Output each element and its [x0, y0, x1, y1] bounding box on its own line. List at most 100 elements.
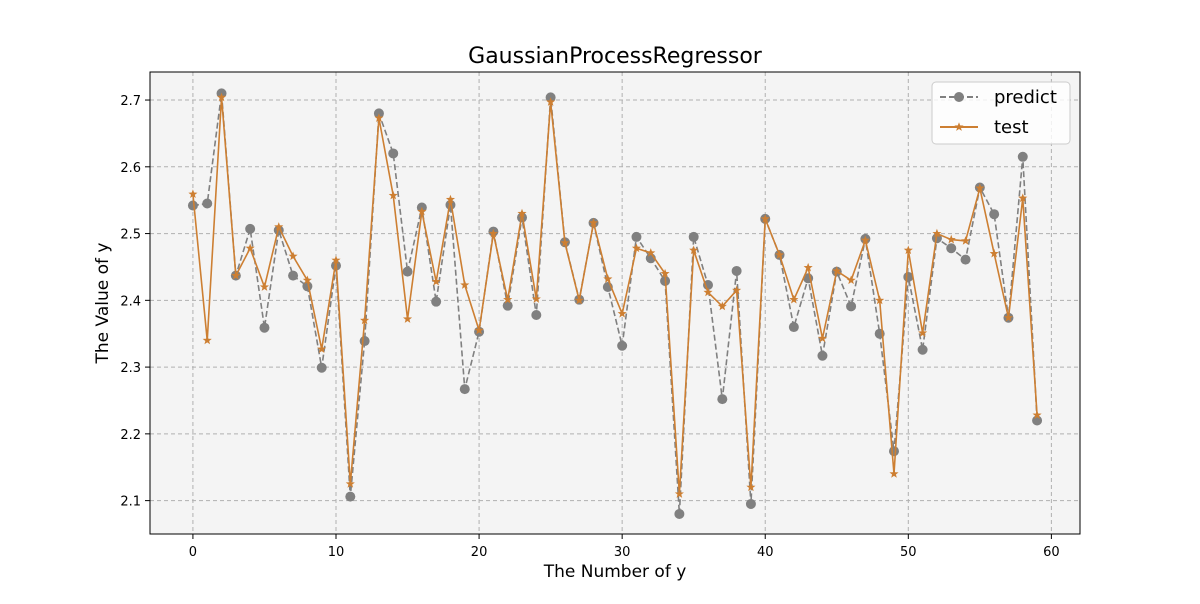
series-line-predict: [192, 92, 1038, 515]
data-point-predict: [960, 254, 971, 265]
chart-title: GaussianProcessRegressor: [468, 44, 763, 69]
data-point-test: [488, 228, 498, 238]
data-point-test: [231, 270, 241, 280]
data-point-predict: [946, 243, 957, 254]
data-point-test: [1018, 193, 1028, 203]
x-tick-label: 60: [1043, 545, 1060, 560]
y-axis-label: The Value of y: [93, 243, 113, 365]
data-point-predict: [259, 322, 270, 333]
y-tick-label: 2.3: [120, 361, 141, 376]
data-point-test: [760, 214, 770, 223]
data-point-test: [817, 333, 828, 343]
data-point-test: [302, 275, 312, 285]
data-point-predict: [674, 508, 685, 519]
data-point-test: [603, 274, 613, 283]
data-point-predict: [431, 296, 442, 307]
data-point-predict: [717, 394, 728, 405]
data-point-test: [660, 268, 670, 278]
data-point-predict: [788, 322, 799, 333]
data-point-predict: [316, 362, 327, 373]
data-point-test: [932, 228, 942, 238]
data-point-test: [846, 275, 856, 285]
data-point-test: [345, 479, 355, 488]
data-point-predict: [631, 231, 642, 242]
x-tick-label: 50: [900, 545, 917, 560]
data-point-test: [617, 308, 627, 318]
data-point-test: [646, 248, 656, 257]
data-point-predict: [531, 310, 542, 321]
data-point-predict: [187, 200, 198, 211]
data-point-test: [531, 294, 541, 303]
data-point-test: [574, 295, 584, 305]
legend: predict test: [931, 81, 1071, 145]
legend-predict-marker: [954, 92, 964, 102]
legend-predict-label: predict: [994, 87, 1057, 108]
data-point-test: [360, 315, 370, 325]
data-point-test: [259, 282, 270, 291]
plot-frame: [149, 71, 1081, 535]
y-tick-label: 2.7: [120, 94, 141, 109]
data-point-test: [331, 255, 341, 265]
data-point-test: [245, 243, 255, 253]
legend-test-marker: [954, 122, 964, 131]
data-point-predict: [703, 279, 713, 290]
data-point-test: [918, 328, 928, 337]
data-point-test: [503, 294, 513, 304]
data-point-test: [188, 189, 198, 199]
data-point-test: [903, 245, 913, 255]
x-tick-label: 0: [189, 545, 197, 560]
data-point-predict: [359, 336, 370, 347]
data-point-test: [746, 482, 756, 492]
data-point-test: [546, 97, 556, 106]
data-point-test: [517, 208, 527, 218]
x-tick-label: 20: [471, 545, 488, 560]
y-tick-label: 2.4: [120, 294, 141, 309]
data-point-predict: [402, 266, 413, 277]
data-point-test: [216, 92, 227, 102]
data-point-test: [732, 285, 742, 295]
data-point-test: [288, 251, 298, 261]
data-point-test: [460, 280, 470, 289]
x-tick-label: 40: [757, 545, 774, 560]
x-axis-label: The Number of y: [543, 562, 687, 582]
legend-test-label: test: [994, 117, 1029, 138]
x-tick-label: 30: [614, 545, 631, 560]
data-point-test: [402, 314, 413, 323]
data-point-test: [789, 294, 799, 304]
data-point-test: [202, 335, 212, 345]
data-point-predict: [731, 265, 742, 276]
data-point-predict: [502, 300, 513, 311]
data-point-test: [674, 489, 684, 498]
data-point-test: [631, 243, 642, 253]
data-point-test: [860, 235, 870, 245]
data-point-test: [975, 183, 985, 193]
data-point-predict: [617, 340, 628, 351]
series-line-test: [192, 96, 1038, 495]
series-test: [188, 92, 1042, 498]
data-point-test: [445, 194, 456, 204]
grid: [150, 72, 1080, 534]
x-tick-label: 10: [328, 545, 345, 560]
data-point-predict: [688, 231, 699, 242]
data-point-predict: [345, 491, 356, 502]
data-point-test: [832, 266, 842, 275]
data-point-predict: [1017, 151, 1028, 162]
data-point-test: [689, 245, 699, 255]
data-point-test: [274, 222, 284, 231]
data-point-predict: [388, 148, 399, 159]
data-point-test: [803, 262, 813, 272]
data-point-test: [774, 250, 785, 259]
y-tick-label: 2.6: [120, 161, 141, 176]
data-point-predict: [846, 301, 857, 312]
data-point-test: [946, 234, 956, 244]
data-point-test: [474, 325, 484, 335]
data-point-test: [317, 344, 327, 353]
data-point-predict: [817, 350, 828, 361]
data-point-predict: [889, 446, 899, 457]
data-point-test: [960, 236, 971, 245]
axis-ticks: 0 10 20 30 40 50 60 2.1 2.2 2.3 2.4 2.5 2.6 2.7: [120, 94, 1059, 560]
legend-box: [931, 81, 1071, 145]
data-point-test: [989, 248, 999, 258]
